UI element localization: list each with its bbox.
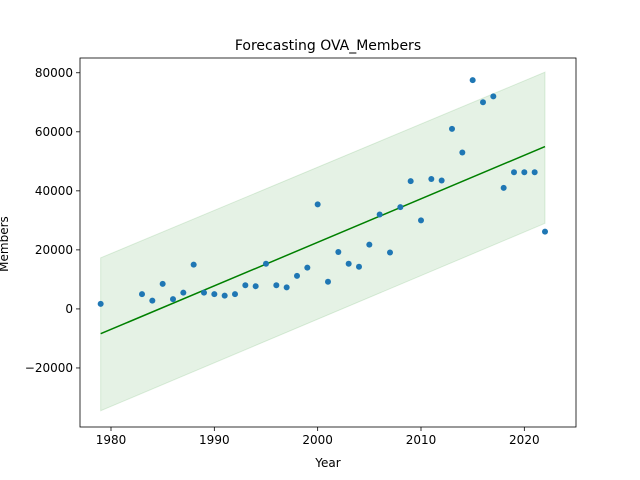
x-tick-label: 2010	[406, 433, 437, 447]
plot-area	[97, 71, 548, 412]
data-point	[387, 249, 393, 256]
data-point	[345, 260, 352, 267]
data-point	[221, 292, 228, 299]
data-point	[469, 77, 476, 84]
x-tick-label: 2000	[302, 433, 333, 447]
data-point	[531, 169, 538, 176]
data-point	[159, 280, 166, 287]
axes: 1980 1990 2000 2010 2020 −20000 0 20000 40000 600…	[25, 57, 577, 447]
data-point	[490, 93, 497, 100]
data-point	[542, 228, 548, 235]
data-point	[273, 282, 280, 289]
data-point	[480, 99, 486, 106]
data-point	[521, 169, 528, 176]
data-point	[304, 264, 311, 271]
y-tick-label: 20000	[35, 243, 73, 257]
data-point	[242, 282, 249, 289]
data-point	[418, 217, 424, 224]
regression-line	[100, 145, 546, 335]
x-axis-label: Year	[314, 456, 340, 470]
prediction-band	[100, 71, 546, 412]
data-point	[366, 241, 373, 248]
data-point	[283, 284, 290, 291]
y-tick-label: −20000	[25, 361, 73, 375]
data-point	[201, 289, 207, 296]
data-point	[376, 211, 383, 218]
data-point	[180, 289, 187, 296]
data-point	[170, 296, 176, 303]
y-tick-label: 60000	[35, 125, 73, 139]
data-point	[294, 272, 300, 279]
chart-title: Forecasting OVA_Members	[235, 38, 421, 54]
y-axis-label: Members	[0, 216, 11, 272]
data-point	[449, 125, 455, 132]
data-point	[97, 300, 104, 307]
x-tick-label: 2020	[509, 433, 540, 447]
y-tick-label: 40000	[35, 184, 73, 198]
data-point	[511, 169, 517, 176]
data-point	[139, 291, 145, 298]
axes-frame	[79, 57, 577, 428]
data-point	[190, 261, 197, 268]
data-point	[149, 297, 156, 304]
data-point	[500, 184, 507, 191]
x-tick-label: 1980	[96, 433, 127, 447]
data-point	[459, 149, 466, 156]
y-tick-label: 0	[65, 302, 73, 316]
data-point	[407, 178, 414, 185]
data-point	[211, 291, 218, 298]
data-point	[252, 283, 259, 290]
data-point	[356, 263, 362, 270]
data-point	[397, 204, 404, 211]
data-point	[438, 177, 445, 184]
x-tick-label: 1990	[199, 433, 230, 447]
y-tick-label: 80000	[35, 66, 73, 80]
data-point	[325, 278, 331, 285]
data-point	[335, 248, 342, 255]
data-point	[428, 176, 435, 183]
data-point	[314, 201, 321, 208]
data-point	[232, 291, 238, 298]
data-point	[263, 260, 269, 267]
